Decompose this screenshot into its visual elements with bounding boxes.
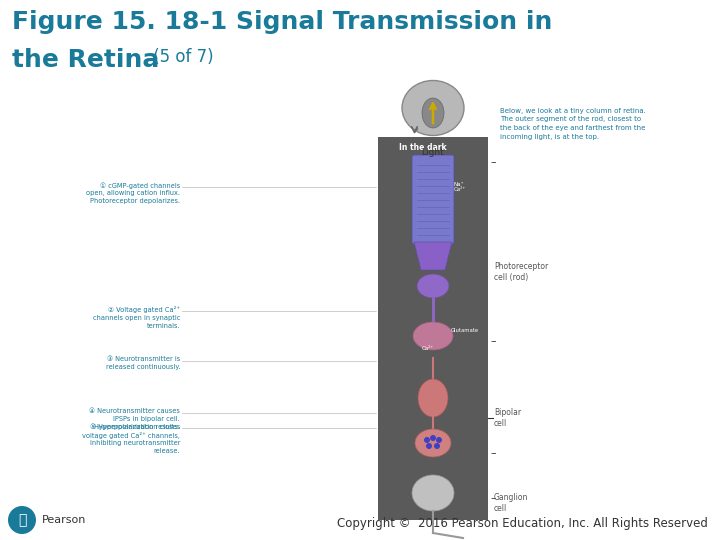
- Text: Ⓟ: Ⓟ: [18, 513, 26, 527]
- Text: Figure 15. 18-1 Signal Transmission in: Figure 15. 18-1 Signal Transmission in: [12, 10, 552, 34]
- Polygon shape: [414, 242, 452, 270]
- Text: Pearson: Pearson: [42, 515, 86, 525]
- Text: Na⁺
Ca²⁺: Na⁺ Ca²⁺: [454, 181, 467, 192]
- Text: Ca²⁺: Ca²⁺: [422, 346, 434, 351]
- Text: ⑤ Hyperpolarization closes
voltage gated Ca²⁺ channels,
inhibiting neurotransmit: ⑤ Hyperpolarization closes voltage gated…: [82, 423, 180, 454]
- Ellipse shape: [418, 379, 448, 417]
- Text: Glutamate: Glutamate: [451, 327, 479, 333]
- Text: ① cGMP-gated channels
open, allowing cation influx.
Photoreceptor depolarizes.: ① cGMP-gated channels open, allowing cat…: [86, 182, 180, 204]
- Text: Bipolar
cell: Bipolar cell: [494, 408, 521, 428]
- Ellipse shape: [413, 322, 453, 350]
- Circle shape: [430, 435, 436, 441]
- Circle shape: [424, 437, 430, 443]
- Text: Below, we look at a tiny column of retina.
The outer segment of the rod, closest: Below, we look at a tiny column of retin…: [500, 108, 646, 139]
- Text: Ganglion
cell: Ganglion cell: [494, 492, 528, 514]
- Circle shape: [8, 506, 36, 534]
- Circle shape: [436, 437, 442, 443]
- Ellipse shape: [422, 98, 444, 128]
- Circle shape: [434, 443, 440, 449]
- Text: ③ Neurotransmitter is
released continuously.: ③ Neurotransmitter is released continuou…: [106, 356, 180, 370]
- Text: –: –: [490, 157, 495, 167]
- Text: –: –: [490, 448, 495, 458]
- Ellipse shape: [415, 429, 451, 457]
- Text: ② Voltage gated Ca²⁺
channels open in synaptic
terminals.: ② Voltage gated Ca²⁺ channels open in sy…: [93, 306, 180, 328]
- Text: In the dark: In the dark: [399, 143, 446, 152]
- Text: the Retina: the Retina: [12, 48, 159, 72]
- Ellipse shape: [402, 80, 464, 136]
- FancyBboxPatch shape: [412, 155, 454, 244]
- Text: ④ Neurotransmitter causes
IPSPs in bipolar cell.
Hyperpolarization results.: ④ Neurotransmitter causes IPSPs in bipol…: [89, 408, 180, 429]
- Text: Light: Light: [422, 148, 444, 157]
- Ellipse shape: [412, 475, 454, 511]
- Ellipse shape: [417, 274, 449, 298]
- Circle shape: [426, 443, 432, 449]
- Text: Photoreceptor
cell (rod): Photoreceptor cell (rod): [494, 261, 548, 282]
- Text: (5 of 7): (5 of 7): [148, 48, 214, 66]
- Text: Copyright ©  2016 Pearson Education, Inc. All Rights Reserved: Copyright © 2016 Pearson Education, Inc.…: [337, 517, 708, 530]
- Text: –: –: [490, 493, 495, 503]
- Text: –: –: [490, 336, 495, 346]
- Bar: [378, 137, 488, 520]
